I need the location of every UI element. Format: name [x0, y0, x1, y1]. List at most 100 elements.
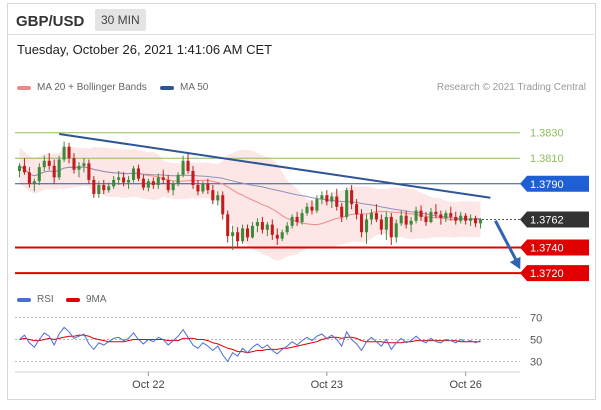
- candle-body: [255, 222, 259, 226]
- symbol-label: GBP/USD: [16, 13, 85, 30]
- candle-body: [102, 185, 106, 191]
- candle-body: [17, 165, 22, 171]
- candle-body: [37, 167, 41, 182]
- candle-body: [171, 183, 175, 191]
- forecast-arrow-shaft: [494, 220, 519, 263]
- timeframe-badge[interactable]: 30 MIN: [95, 9, 146, 31]
- candle-body: [379, 219, 383, 230]
- credit-label: Research © 2021 Trading Central: [436, 82, 586, 93]
- candle-body: [151, 181, 155, 186]
- candle-body: [419, 210, 423, 217]
- level-tag-1.3762: [520, 211, 589, 228]
- candle-body: [117, 177, 121, 180]
- candle-body: [241, 228, 245, 242]
- candle-body: [469, 218, 473, 221]
- candle-body: [161, 177, 165, 180]
- candle-body: [434, 211, 438, 215]
- candle-body: [439, 214, 443, 219]
- ma20-legend-swatch: [17, 86, 31, 90]
- candle-body: [67, 146, 71, 159]
- candle-body: [42, 160, 46, 168]
- candle-body: [122, 177, 126, 183]
- candle-body: [47, 160, 51, 166]
- level-tag-1.3790: [520, 175, 589, 192]
- level-tag-1.3720: [520, 265, 589, 282]
- level-label-1.3830: 1.3830: [530, 128, 564, 140]
- candle-body: [156, 177, 160, 186]
- candle-body: [186, 160, 190, 171]
- candle-body: [221, 195, 225, 215]
- candle-body: [176, 174, 180, 184]
- rsi-ma9-line: [19, 334, 481, 354]
- candle-body: [216, 195, 220, 201]
- ma50-legend-label: MA 50: [180, 82, 209, 93]
- candle-body: [196, 185, 200, 192]
- rsi-tick-label: 50: [530, 335, 542, 347]
- x-tick-label: Oct 22: [132, 379, 164, 391]
- candle-body: [414, 210, 418, 221]
- candle-body: [181, 160, 185, 175]
- candle-body: [231, 232, 235, 237]
- candle-body: [355, 204, 359, 215]
- candle-body: [87, 163, 91, 180]
- candle-body: [275, 234, 279, 239]
- candle-body: [27, 172, 31, 184]
- candle-body: [404, 215, 408, 225]
- candle-body: [285, 225, 289, 233]
- level-label-1.3810: 1.3810: [530, 153, 564, 165]
- rsi-legend-label: RSI: [37, 294, 54, 305]
- level-label-1.3762: 1.3762: [530, 214, 564, 226]
- candle-body: [325, 195, 329, 202]
- candle-body: [211, 190, 215, 201]
- candle-body: [360, 214, 364, 233]
- rsi-tick-label: 30: [530, 357, 542, 369]
- candle-body: [32, 181, 36, 184]
- rsi-line: [19, 326, 481, 363]
- candle-body: [270, 224, 274, 235]
- candle-body: [52, 165, 56, 178]
- candle-body: [236, 232, 240, 242]
- candle-body: [191, 171, 195, 186]
- candle-body: [92, 179, 96, 194]
- level-tag-1.3740: [520, 239, 589, 256]
- candle-body: [364, 219, 369, 233]
- ma9-legend-swatch: [66, 298, 80, 302]
- candle-body: [72, 158, 76, 170]
- candle-body: [290, 216, 294, 226]
- candle-body: [62, 146, 66, 160]
- candle-body: [394, 223, 398, 238]
- candle-body: [82, 163, 86, 166]
- candle-body: [369, 213, 373, 220]
- timestamp: Tuesday, October 26, 2021 1:41:06 AM CET: [17, 42, 273, 57]
- forecast-arrow-head: [509, 256, 521, 270]
- candle-body: [127, 179, 131, 183]
- candle-body: [454, 216, 458, 221]
- candle-body: [250, 225, 255, 238]
- candle-body: [295, 216, 299, 223]
- candle-body: [320, 195, 324, 200]
- candle-body: [374, 213, 378, 220]
- candle-body: [444, 213, 448, 219]
- candle-body: [166, 179, 170, 191]
- ma20-legend-label: MA 20 + Bollinger Bands: [37, 82, 147, 93]
- candle-body: [478, 219, 483, 224]
- candle-body: [384, 216, 388, 230]
- candle-body: [77, 165, 81, 170]
- candle-body: [429, 211, 433, 223]
- candle-body: [464, 215, 468, 221]
- candle-body: [226, 214, 230, 237]
- candle-body: [141, 178, 145, 188]
- candle-body: [260, 222, 264, 230]
- candle-body: [280, 232, 284, 239]
- candle-body: [340, 206, 344, 217]
- candle-body: [245, 228, 250, 238]
- level-label-1.3740: 1.3740: [530, 243, 564, 255]
- candle-body: [107, 186, 111, 191]
- candle-body: [310, 206, 314, 211]
- candle-body: [389, 216, 393, 238]
- candle-body: [399, 215, 403, 224]
- candle-body: [112, 179, 116, 187]
- candle-body: [136, 168, 140, 179]
- rsi-legend-swatch: [17, 298, 31, 302]
